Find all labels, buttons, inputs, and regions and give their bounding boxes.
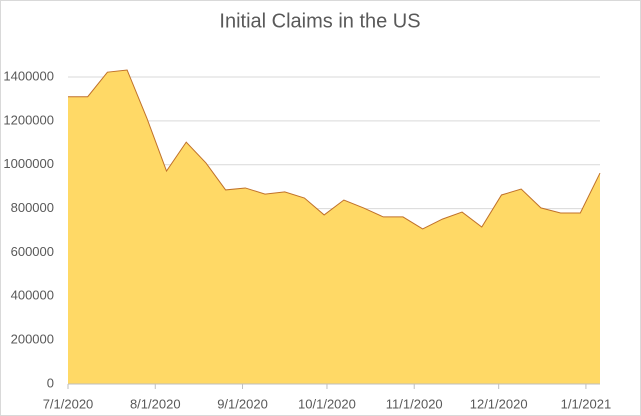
y-tick-label: 800000 bbox=[11, 200, 54, 215]
x-tick-label: 11/1/2020 bbox=[386, 396, 443, 411]
y-tick-label: 1200000 bbox=[3, 112, 54, 127]
y-tick-label: 0 bbox=[47, 375, 54, 390]
x-tick-label: 12/1/2020 bbox=[470, 396, 528, 411]
x-tick-label: 8/1/2020 bbox=[130, 396, 181, 411]
area-line bbox=[68, 69, 601, 230]
chart-title: Initial Claims in the US bbox=[219, 10, 420, 32]
x-tick-label: 1/1/2021 bbox=[561, 396, 612, 411]
y-tick-label: 600000 bbox=[11, 244, 54, 259]
x-tick-label: 10/1/2020 bbox=[298, 396, 356, 411]
y-tick-label: 200000 bbox=[11, 332, 54, 347]
y-tick-label: 1400000 bbox=[3, 68, 54, 83]
x-tick-label: 9/1/2020 bbox=[217, 396, 268, 411]
x-tick-label: 7/1/2020 bbox=[43, 396, 94, 411]
y-tick-label: 1000000 bbox=[3, 156, 54, 171]
area bbox=[68, 69, 600, 385]
y-tick-label: 400000 bbox=[11, 288, 54, 303]
